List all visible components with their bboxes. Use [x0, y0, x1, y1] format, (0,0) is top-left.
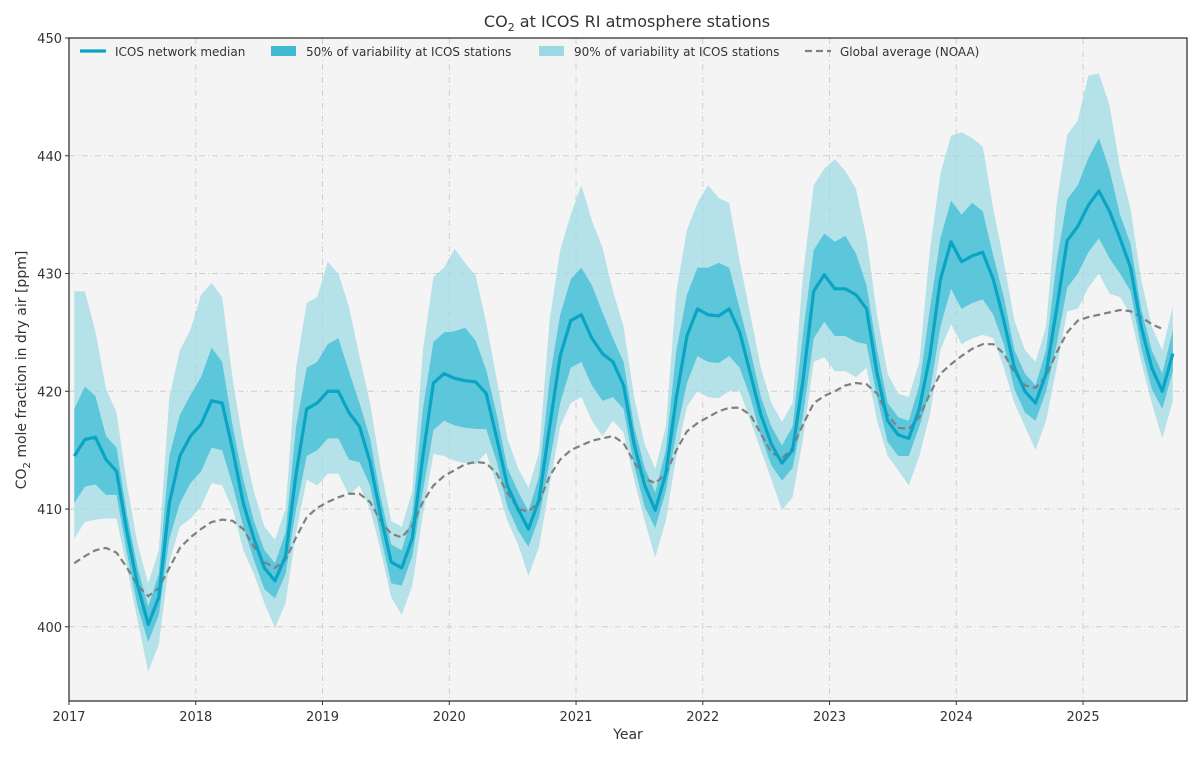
x-tick-label: 2018 [179, 710, 212, 725]
y-axis-label: CO2 mole fraction in dry air [ppm] [14, 251, 33, 490]
y-tick-label: 430 [37, 268, 62, 283]
legend-label: 50% of variability at ICOS stations [306, 45, 511, 59]
x-tick-label: 2022 [686, 710, 719, 725]
y-tick-label: 410 [37, 503, 62, 518]
legend-band-50: 50% of variability at ICOS stations [271, 45, 511, 59]
legend-median: ICOS network median [80, 45, 245, 59]
legend-swatch [271, 46, 296, 56]
y-axis: 400 410 420 430 440 450 [37, 32, 69, 636]
x-axis: 2017 2018 2019 2020 2021 2022 2023 2024 2025 [52, 701, 1100, 725]
x-tick-label: 2023 [813, 710, 846, 725]
legend-label: Global average (NOAA) [840, 45, 979, 59]
x-tick-label: 2020 [433, 710, 466, 725]
y-tick-label: 450 [37, 32, 62, 47]
legend-swatch [539, 46, 564, 56]
legend-label: 90% of variability at ICOS stations [574, 45, 779, 59]
x-tick-label: 2025 [1067, 710, 1100, 725]
x-tick-label: 2021 [559, 710, 592, 725]
lines [72, 189, 1175, 627]
legend-label: ICOS network median [115, 45, 245, 59]
legend-band-90: 90% of variability at ICOS stations [539, 45, 779, 59]
y-tick-label: 420 [37, 385, 62, 400]
y-tick-label: 440 [37, 150, 62, 165]
x-axis-label: Year [612, 727, 643, 743]
chart-title: CO2 at ICOS RI atmosphere stations [484, 12, 770, 34]
plot-frame [68, 37, 1188, 702]
x-tick-label: 2024 [940, 710, 973, 725]
x-tick-label: 2019 [306, 710, 339, 725]
legend-noaa: Global average (NOAA) [805, 45, 979, 59]
noaa-global-average-line [73, 308, 1163, 598]
icos-median-line [72, 189, 1175, 627]
y-tick-label: 400 [37, 621, 62, 636]
x-tick-label: 2017 [52, 710, 85, 725]
legend: ICOS network median 50% of variability at… [80, 45, 979, 59]
